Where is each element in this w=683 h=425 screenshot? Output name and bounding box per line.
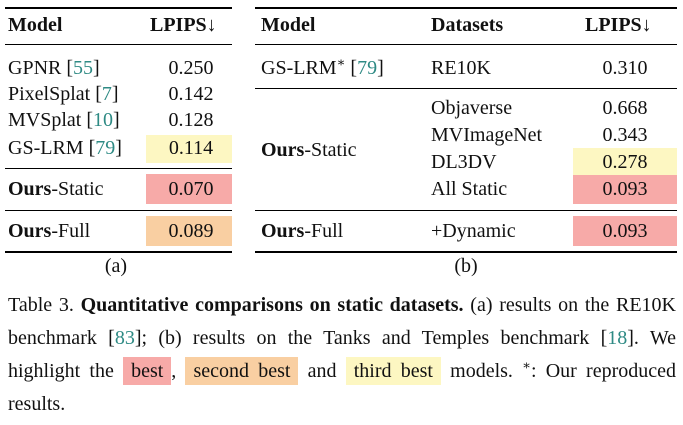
caption-title: Quantitative comparisons on static datas… [80,294,464,316]
header-rule [5,44,232,45]
citation-link[interactable]: 83 [114,327,135,349]
citation-link[interactable]: 79 [357,57,378,79]
header-lpips: LPIPS↓ [585,14,652,36]
row-objaverse-dataset: Objaverse [431,97,513,119]
row-mvimagenet-value: 0.343 [602,124,648,146]
table-b: Model Datasets LPIPS↓ GS-LRM∗ [79] RE10K… [255,0,677,280]
row-gslrm-value: 0.310 [602,57,648,79]
mid-rule [255,210,677,211]
bottom-rule [255,251,677,253]
header-model: Model [8,14,63,36]
header-datasets: Datasets [431,14,504,36]
row-gslrm-dataset: RE10K [431,57,491,79]
row-ours-full-value: 0.093 [602,220,648,242]
caption-prefix: Table 3. [8,294,81,316]
top-rule [5,7,232,9]
citation-link[interactable]: 55 [73,57,94,79]
header-model: Model [261,14,316,36]
row-pixelsplat-name: PixelSplat [7] [8,83,119,105]
best-highlight [573,175,677,204]
best-highlight [146,174,232,204]
row-all-static-value: 0.093 [602,178,648,200]
row-gslrm-name: GS-LRM∗ [79] [261,54,384,79]
citation-link[interactable]: 7 [101,83,112,105]
legend-second-best-chip: second best [185,357,299,385]
row-ours-static-value: 0.070 [168,178,214,200]
mid-rule [5,168,232,169]
best-highlight [573,216,677,246]
row-gpnr-name: GPNR [55] [8,57,100,79]
mid-rule [255,88,677,89]
row-gpnr-value: 0.250 [168,57,214,79]
legend-third-best-chip: third best [345,357,441,385]
header-lpips: LPIPS↓ [150,14,217,36]
mid-rule [5,210,232,211]
top-rule [255,7,677,9]
row-mvsplat-value: 0.128 [168,109,214,131]
table-caption: Table 3. Quantitative comparisons on sta… [8,294,676,415]
row-mvsplat-name: MVSplat [10] [8,109,120,131]
row-dl3dv-dataset: DL3DV [431,151,497,173]
table-a: Model LPIPS↓ GPNR [55] 0.250 PixelSplat … [0,0,232,280]
row-mvimagenet-dataset: MVImageNet [431,124,543,146]
header-rule [255,44,677,45]
citation-link[interactable]: 79 [95,137,116,159]
third-best-highlight [573,148,677,175]
row-gslrm-name: GS-LRM [79] [8,137,122,159]
second-best-highlight [146,216,232,246]
third-best-highlight [146,135,232,163]
row-gslrm-value: 0.114 [168,137,214,159]
legend-best-chip: best [123,357,172,385]
row-objaverse-value: 0.668 [602,97,648,119]
bottom-rule [5,251,232,253]
row-ours-full-dataset: +Dynamic [431,220,516,242]
row-ours-full-value: 0.089 [168,220,214,242]
citation-link[interactable]: 10 [93,109,114,131]
row-ours-static-name: Ours-Static [8,178,104,200]
row-dl3dv-value: 0.278 [602,151,648,173]
subtable-label-b: (b) [454,255,478,277]
row-all-static-dataset: All Static [431,178,508,200]
row-ours-full-name: Ours-Full [8,220,91,242]
row-ours-full-name: Ours-Full [261,220,344,242]
citation-link[interactable]: 18 [607,327,628,349]
asterisk-note: ∗ [522,357,531,373]
subtable-label-a: (a) [104,255,128,277]
row-ours-static-name: Ours-Static [261,139,357,161]
row-pixelsplat-value: 0.142 [168,83,214,105]
